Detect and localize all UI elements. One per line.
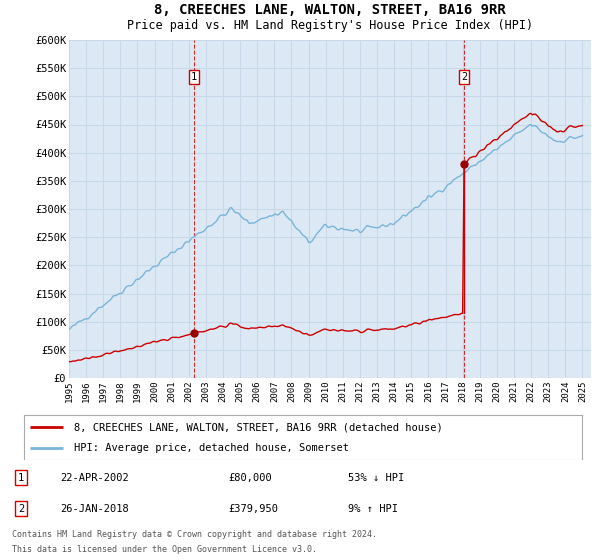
Text: Contains HM Land Registry data © Crown copyright and database right 2024.: Contains HM Land Registry data © Crown c… — [12, 530, 377, 539]
Text: 26-JAN-2018: 26-JAN-2018 — [60, 504, 129, 514]
Text: 8, CREECHES LANE, WALTON, STREET, BA16 9RR: 8, CREECHES LANE, WALTON, STREET, BA16 9… — [154, 3, 506, 17]
Text: 2: 2 — [18, 504, 24, 514]
Text: 1: 1 — [191, 72, 197, 82]
Text: 22-APR-2002: 22-APR-2002 — [60, 473, 129, 483]
Text: HPI: Average price, detached house, Somerset: HPI: Average price, detached house, Some… — [74, 443, 349, 453]
Text: 9% ↑ HPI: 9% ↑ HPI — [348, 504, 398, 514]
Text: £379,950: £379,950 — [228, 504, 278, 514]
Text: £80,000: £80,000 — [228, 473, 272, 483]
Text: This data is licensed under the Open Government Licence v3.0.: This data is licensed under the Open Gov… — [12, 545, 317, 554]
Text: 8, CREECHES LANE, WALTON, STREET, BA16 9RR (detached house): 8, CREECHES LANE, WALTON, STREET, BA16 9… — [74, 422, 443, 432]
Text: Price paid vs. HM Land Registry's House Price Index (HPI): Price paid vs. HM Land Registry's House … — [127, 20, 533, 32]
Text: 1: 1 — [18, 473, 24, 483]
Text: 2: 2 — [461, 72, 467, 82]
Text: 53% ↓ HPI: 53% ↓ HPI — [348, 473, 404, 483]
